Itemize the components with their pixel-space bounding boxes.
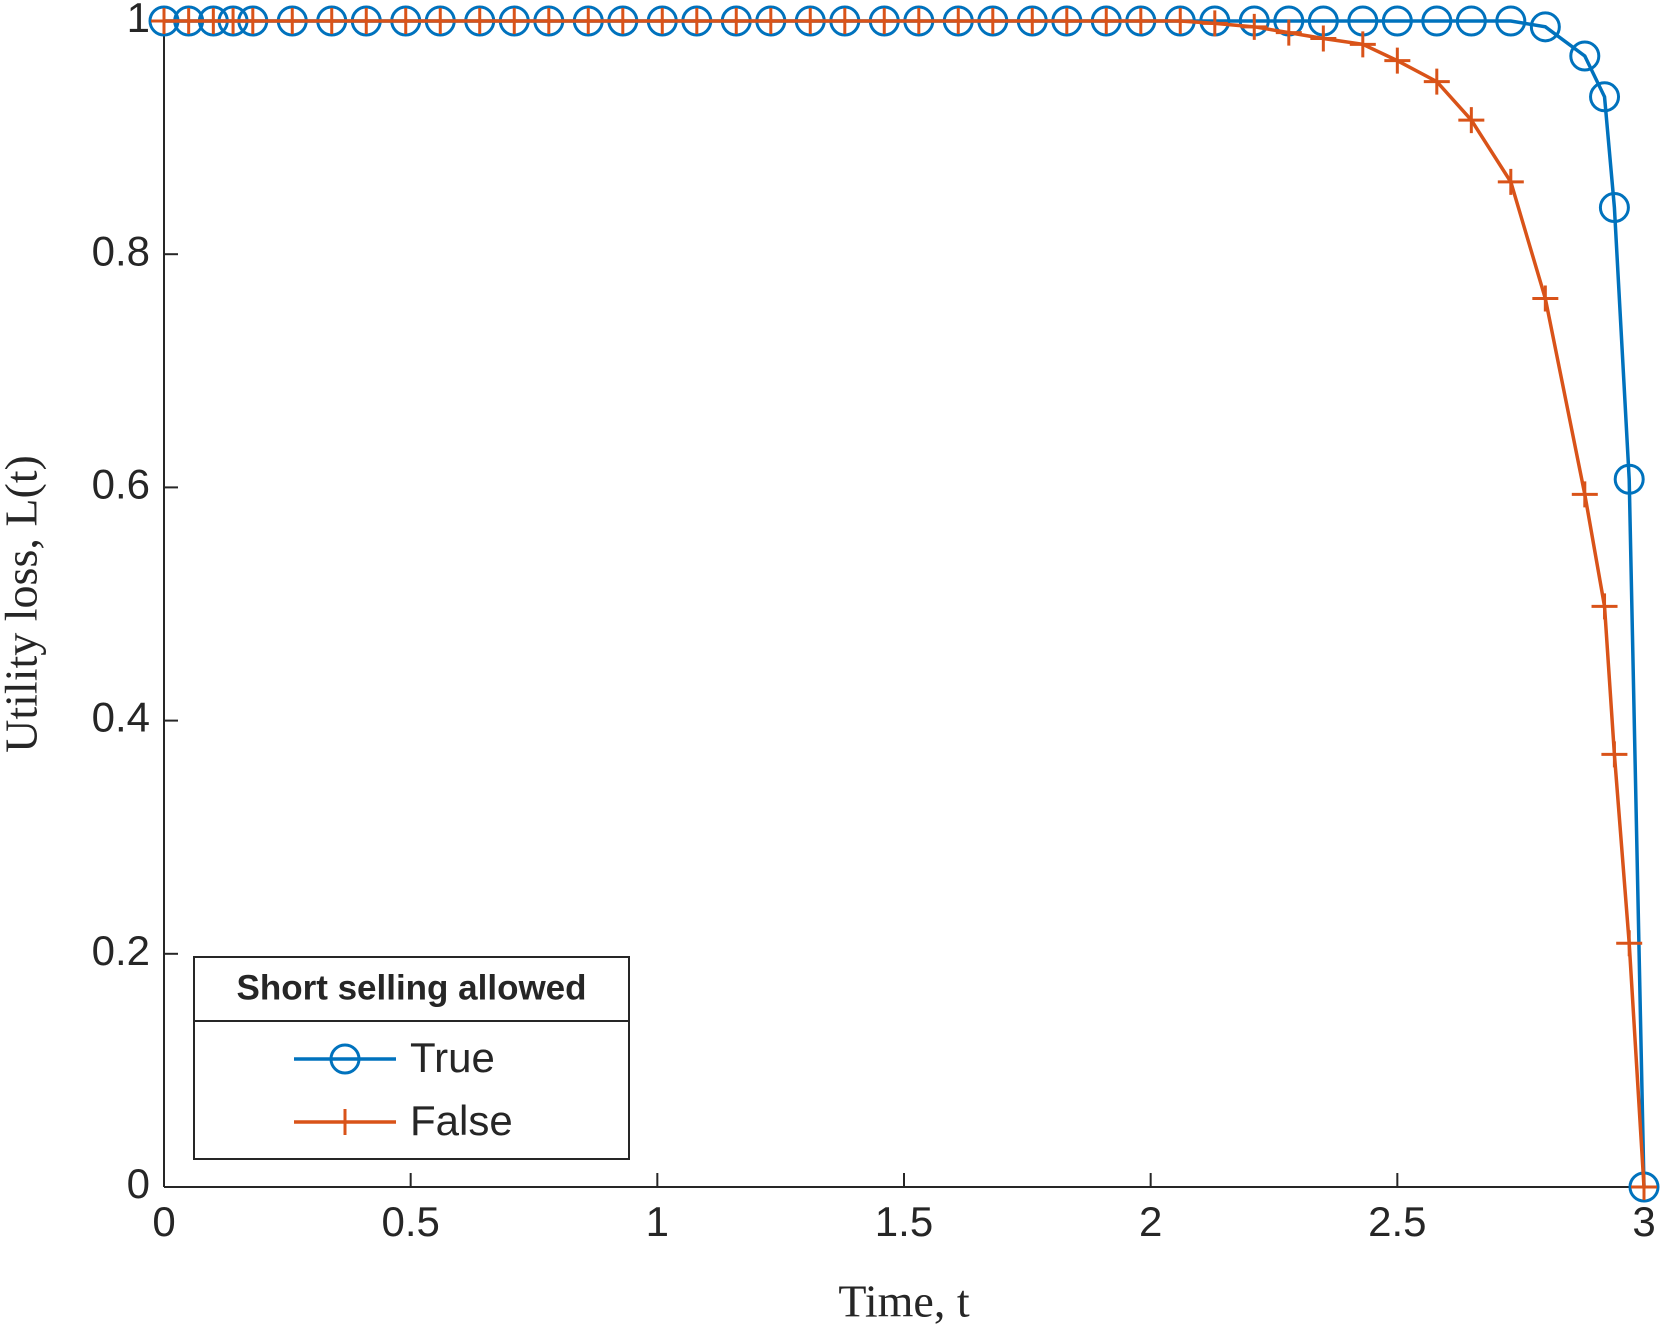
- marker: [535, 8, 562, 34]
- marker: [1532, 285, 1559, 312]
- y-axis-label: Utility loss, L(t): [0, 455, 47, 753]
- marker: [649, 8, 676, 34]
- marker: [1127, 8, 1154, 34]
- marker: [1458, 107, 1485, 134]
- y-tick-label: 0.2: [92, 927, 150, 974]
- marker: [1591, 593, 1618, 620]
- legend-box: [193, 956, 630, 1160]
- marker: [353, 8, 380, 34]
- marker: [757, 8, 784, 34]
- marker: [1019, 8, 1046, 34]
- marker: [945, 8, 972, 34]
- marker: [609, 8, 636, 34]
- marker: [905, 8, 932, 34]
- marker: [1589, 81, 1621, 113]
- marker: [1423, 68, 1450, 95]
- marker: [1495, 5, 1527, 37]
- y-tick-label: 0.4: [92, 694, 150, 741]
- marker: [831, 8, 858, 34]
- marker: [1384, 47, 1411, 74]
- marker: [979, 8, 1006, 34]
- marker: [1455, 5, 1487, 37]
- marker: [501, 8, 528, 34]
- legend-label: True: [410, 1034, 495, 1081]
- marker: [1613, 463, 1645, 495]
- marker: [392, 8, 419, 34]
- marker: [151, 8, 177, 34]
- y-tick-label: 1: [127, 0, 150, 41]
- x-tick-label: 2.5: [1368, 1198, 1426, 1245]
- x-axis-label: Time, t: [838, 1276, 969, 1327]
- marker: [175, 8, 202, 34]
- marker: [1275, 19, 1302, 46]
- marker: [1167, 8, 1194, 34]
- marker: [723, 8, 750, 34]
- marker: [239, 8, 266, 34]
- marker: [575, 8, 602, 34]
- marker: [797, 8, 824, 34]
- marker: [871, 8, 898, 34]
- marker: [1381, 5, 1413, 37]
- marker: [279, 8, 306, 34]
- marker: [1616, 930, 1643, 957]
- legend: Short selling allowed True False: [193, 956, 630, 1160]
- marker: [1201, 10, 1228, 37]
- x-tick-label: 0.5: [381, 1198, 439, 1245]
- x-tick-label: 1.5: [875, 1198, 933, 1245]
- x-tick-label: 1: [646, 1198, 669, 1245]
- marker: [1241, 13, 1268, 40]
- marker: [318, 8, 345, 34]
- x-tick-label: 3: [1632, 1198, 1655, 1245]
- marker: [1093, 8, 1120, 34]
- y-tick-label: 0: [127, 1160, 150, 1207]
- legend-title: Short selling allowed: [236, 968, 586, 1007]
- marker: [1310, 25, 1337, 52]
- marker: [1349, 31, 1376, 58]
- marker: [332, 1109, 358, 1135]
- marker: [1631, 1174, 1657, 1200]
- x-tick-label: 0: [152, 1198, 175, 1245]
- marker: [1571, 481, 1598, 508]
- marker: [1529, 11, 1561, 43]
- marker: [466, 8, 493, 34]
- y-tick-label: 0.6: [92, 460, 150, 507]
- marker: [1569, 40, 1601, 72]
- marker: [1421, 5, 1453, 37]
- marker: [1598, 192, 1630, 224]
- marker: [683, 8, 710, 34]
- marker: [427, 8, 454, 34]
- marker: [1601, 741, 1628, 768]
- marker: [329, 1043, 361, 1075]
- legend-label: False: [410, 1097, 513, 1144]
- marker: [1053, 8, 1080, 34]
- x-tick-label: 2: [1139, 1198, 1162, 1245]
- marker: [1497, 168, 1524, 195]
- y-tick-label: 0.8: [92, 227, 150, 274]
